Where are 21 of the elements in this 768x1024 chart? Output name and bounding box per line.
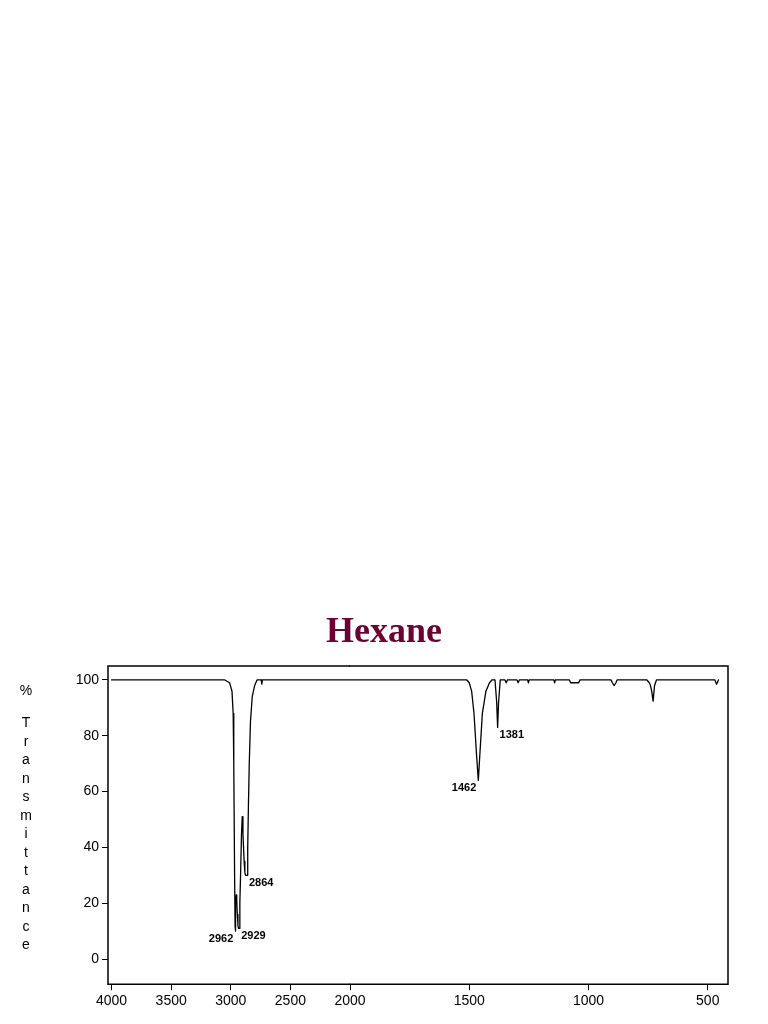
y-tick-label: 20	[83, 894, 100, 911]
x-tick-label: 1500	[453, 992, 486, 1009]
annotation: 1381	[499, 727, 525, 740]
annotation: 2929	[241, 928, 266, 941]
annotation: 2962	[208, 931, 234, 944]
y-tick-label: 60	[83, 782, 100, 799]
annotation: 1462	[451, 780, 477, 793]
x-tick-label: 3500	[155, 992, 187, 1009]
x-tick-label: 3000	[215, 992, 247, 1009]
y-tick-label: 0	[91, 949, 100, 966]
annotation: 2864	[249, 875, 275, 888]
x-tick-label: 4000	[96, 992, 128, 1009]
x-tick-label: 500	[696, 992, 720, 1009]
y-tick-label: 100	[75, 670, 100, 687]
text: % Transmittance	[19, 681, 33, 953]
x-tick-label: 2500	[274, 992, 307, 1009]
x-tick-label: 1000	[572, 992, 605, 1009]
chart-title: Hexane	[325, 609, 443, 652]
y-tick-label: 80	[83, 726, 100, 743]
y-tick-label: 40	[83, 838, 100, 855]
x-tick-label: 2000	[334, 992, 366, 1009]
